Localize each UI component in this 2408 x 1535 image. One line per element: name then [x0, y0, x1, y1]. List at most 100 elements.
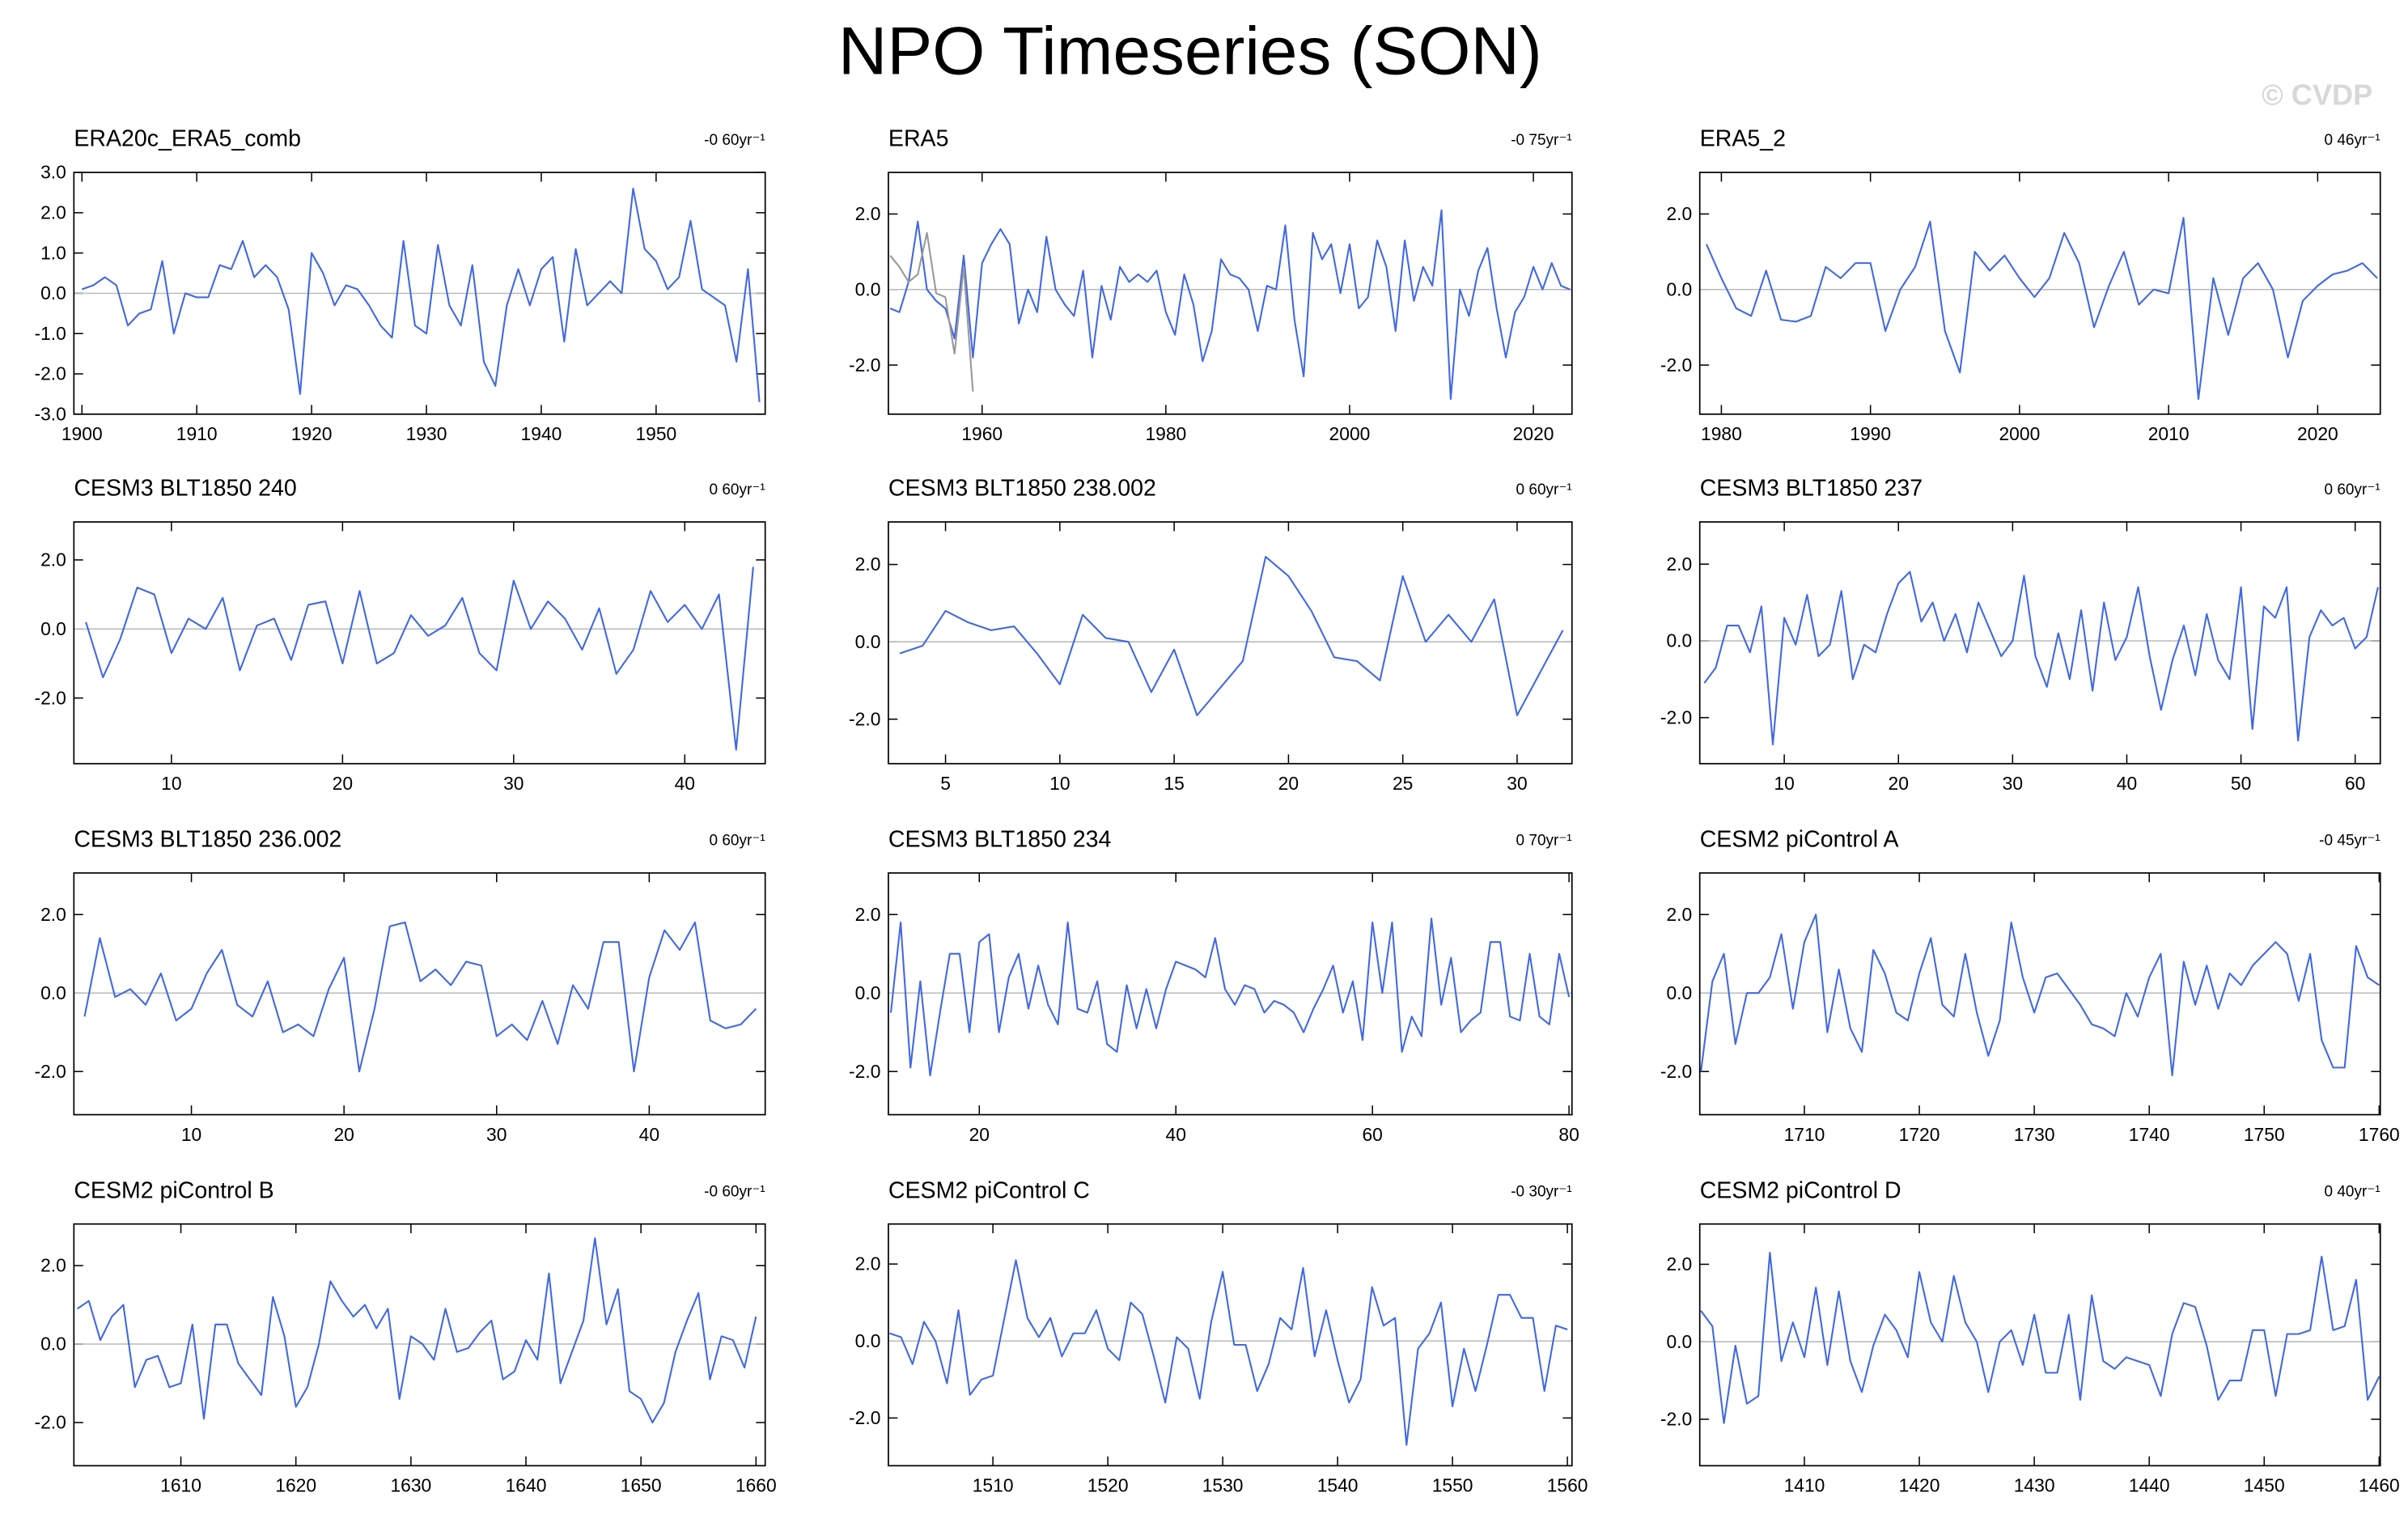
plot-frame — [888, 871, 1573, 1116]
x-tick-label: 1660 — [736, 1475, 777, 1496]
x-tick-label: 1730 — [2014, 1124, 2055, 1145]
trend-label: 0 60yr⁻¹ — [709, 833, 765, 850]
plot-frame — [1698, 1223, 2381, 1467]
y-tick-label: -2.0 — [1660, 1409, 1692, 1430]
data-line — [889, 231, 974, 392]
x-tick-label: 10 — [161, 773, 181, 794]
y-tick-label: 0.0 — [40, 282, 66, 303]
y-tick-label: -2.0 — [1660, 1061, 1692, 1082]
trend-label: 0 60yr⁻¹ — [2325, 481, 2380, 498]
x-tick-label: 1990 — [1850, 423, 1891, 444]
data-line — [1700, 1252, 2380, 1424]
plot-frame — [1698, 521, 2381, 765]
trend-label: -0 45yr⁻¹ — [2319, 833, 2380, 850]
x-tick-label: 1460 — [2359, 1475, 2400, 1496]
x-tick-label: 30 — [2003, 773, 2023, 794]
y-tick-label: 2.0 — [855, 553, 881, 575]
y-tick-label: -2.0 — [1660, 354, 1692, 375]
x-tick-label: 1540 — [1317, 1475, 1359, 1496]
trend-label: 0 70yr⁻¹ — [1516, 833, 1572, 850]
data-line — [1706, 217, 2378, 401]
plot-frame — [73, 1223, 766, 1467]
panel-title: CESM3 BLT1850 237 — [1700, 476, 1923, 502]
x-tick-label: 1420 — [1899, 1475, 1940, 1496]
y-tick-label: 0.0 — [40, 1334, 66, 1355]
y-tick-label: 1.0 — [40, 242, 66, 263]
x-tick-label: 40 — [675, 773, 695, 794]
x-tick-label: 20 — [1278, 773, 1299, 794]
x-tick-label: 20 — [333, 1124, 354, 1145]
x-tick-label: 20 — [969, 1124, 990, 1145]
panel-title: CESM2 piControl C — [888, 1177, 1090, 1203]
x-tick-label: 2020 — [1513, 423, 1554, 444]
x-tick-label: 20 — [1889, 773, 1909, 794]
x-tick-label: 30 — [503, 773, 524, 794]
trend-label: -0 30yr⁻¹ — [1511, 1183, 1572, 1200]
y-tick-label: 2.0 — [40, 1255, 66, 1276]
panel-title: CESM3 BLT1850 236.002 — [74, 826, 341, 852]
x-tick-label: 1530 — [1202, 1475, 1244, 1496]
panel-title: CESM3 BLT1850 238.002 — [888, 476, 1156, 502]
y-tick-label: 2.0 — [40, 904, 66, 925]
panel-title: ERA5_2 — [1700, 126, 1786, 152]
x-tick-label: 1980 — [1145, 423, 1186, 444]
x-tick-label: 5 — [940, 773, 951, 794]
x-tick-label: 1750 — [2244, 1124, 2285, 1145]
x-tick-label: 1550 — [1432, 1475, 1473, 1496]
plot-frame — [888, 1223, 1573, 1467]
x-tick-label: 1410 — [1784, 1475, 1825, 1496]
y-tick-label: 0.0 — [855, 278, 881, 299]
y-tick-label: 0.0 — [855, 1330, 881, 1351]
y-tick-label: 0.0 — [1666, 630, 1692, 651]
data-line — [85, 566, 754, 751]
panel-title: ERA20c_ERA5_comb — [74, 126, 301, 152]
x-tick-label: 2000 — [1329, 423, 1371, 444]
x-tick-label: 1920 — [291, 423, 333, 444]
data-line — [889, 918, 1571, 1077]
x-tick-label: 30 — [486, 1124, 507, 1145]
panel-title: ERA5 — [888, 126, 949, 152]
x-tick-label: 2000 — [1999, 423, 2040, 444]
y-tick-label: 2.0 — [855, 1253, 881, 1274]
data-line — [83, 921, 757, 1073]
y-tick-label: -1.0 — [34, 323, 66, 344]
y-tick-label: 2.0 — [1666, 203, 1692, 224]
trend-label: 0 60yr⁻¹ — [1516, 481, 1572, 498]
x-tick-label: 1930 — [406, 423, 447, 444]
x-tick-label: 1620 — [275, 1475, 316, 1496]
plot-frame — [73, 521, 766, 765]
x-tick-label: 1610 — [160, 1475, 201, 1496]
x-tick-label: 40 — [2117, 773, 2137, 794]
trend-label: 0 60yr⁻¹ — [709, 481, 765, 498]
x-tick-label: 1940 — [521, 423, 562, 444]
plot-frame — [73, 871, 766, 1116]
watermark: © CVDP — [2262, 78, 2372, 111]
x-tick-label: 60 — [2345, 773, 2365, 794]
panel-title: CESM3 BLT1850 234 — [888, 826, 1112, 852]
panel-title: CESM2 piControl D — [1700, 1177, 1901, 1203]
x-tick-label: 1430 — [2014, 1475, 2055, 1496]
y-tick-label: 2.0 — [40, 549, 66, 570]
x-tick-label: 10 — [1049, 773, 1070, 794]
x-tick-label: 2010 — [2148, 423, 2190, 444]
data-line — [1700, 914, 2380, 1077]
y-tick-label: 0.0 — [1666, 1331, 1692, 1352]
x-tick-label: 40 — [1166, 1124, 1186, 1145]
x-tick-label: 1710 — [1784, 1124, 1825, 1145]
x-tick-label: 1560 — [1547, 1475, 1588, 1496]
x-tick-label: 1720 — [1899, 1124, 1940, 1145]
data-line — [1703, 570, 2379, 746]
y-tick-label: -2.0 — [849, 354, 880, 375]
y-tick-label: 2.0 — [1666, 553, 1692, 575]
data-line — [81, 187, 761, 402]
trend-label: -0 75yr⁻¹ — [1511, 132, 1572, 149]
y-tick-label: 0.0 — [855, 982, 881, 1003]
x-tick-label: 40 — [639, 1124, 659, 1145]
y-tick-label: -2.0 — [849, 1061, 880, 1082]
plot-frame — [888, 172, 1573, 415]
y-tick-label: 2.0 — [40, 202, 66, 223]
x-tick-label: 1510 — [973, 1475, 1014, 1496]
x-tick-label: 1740 — [2129, 1124, 2170, 1145]
